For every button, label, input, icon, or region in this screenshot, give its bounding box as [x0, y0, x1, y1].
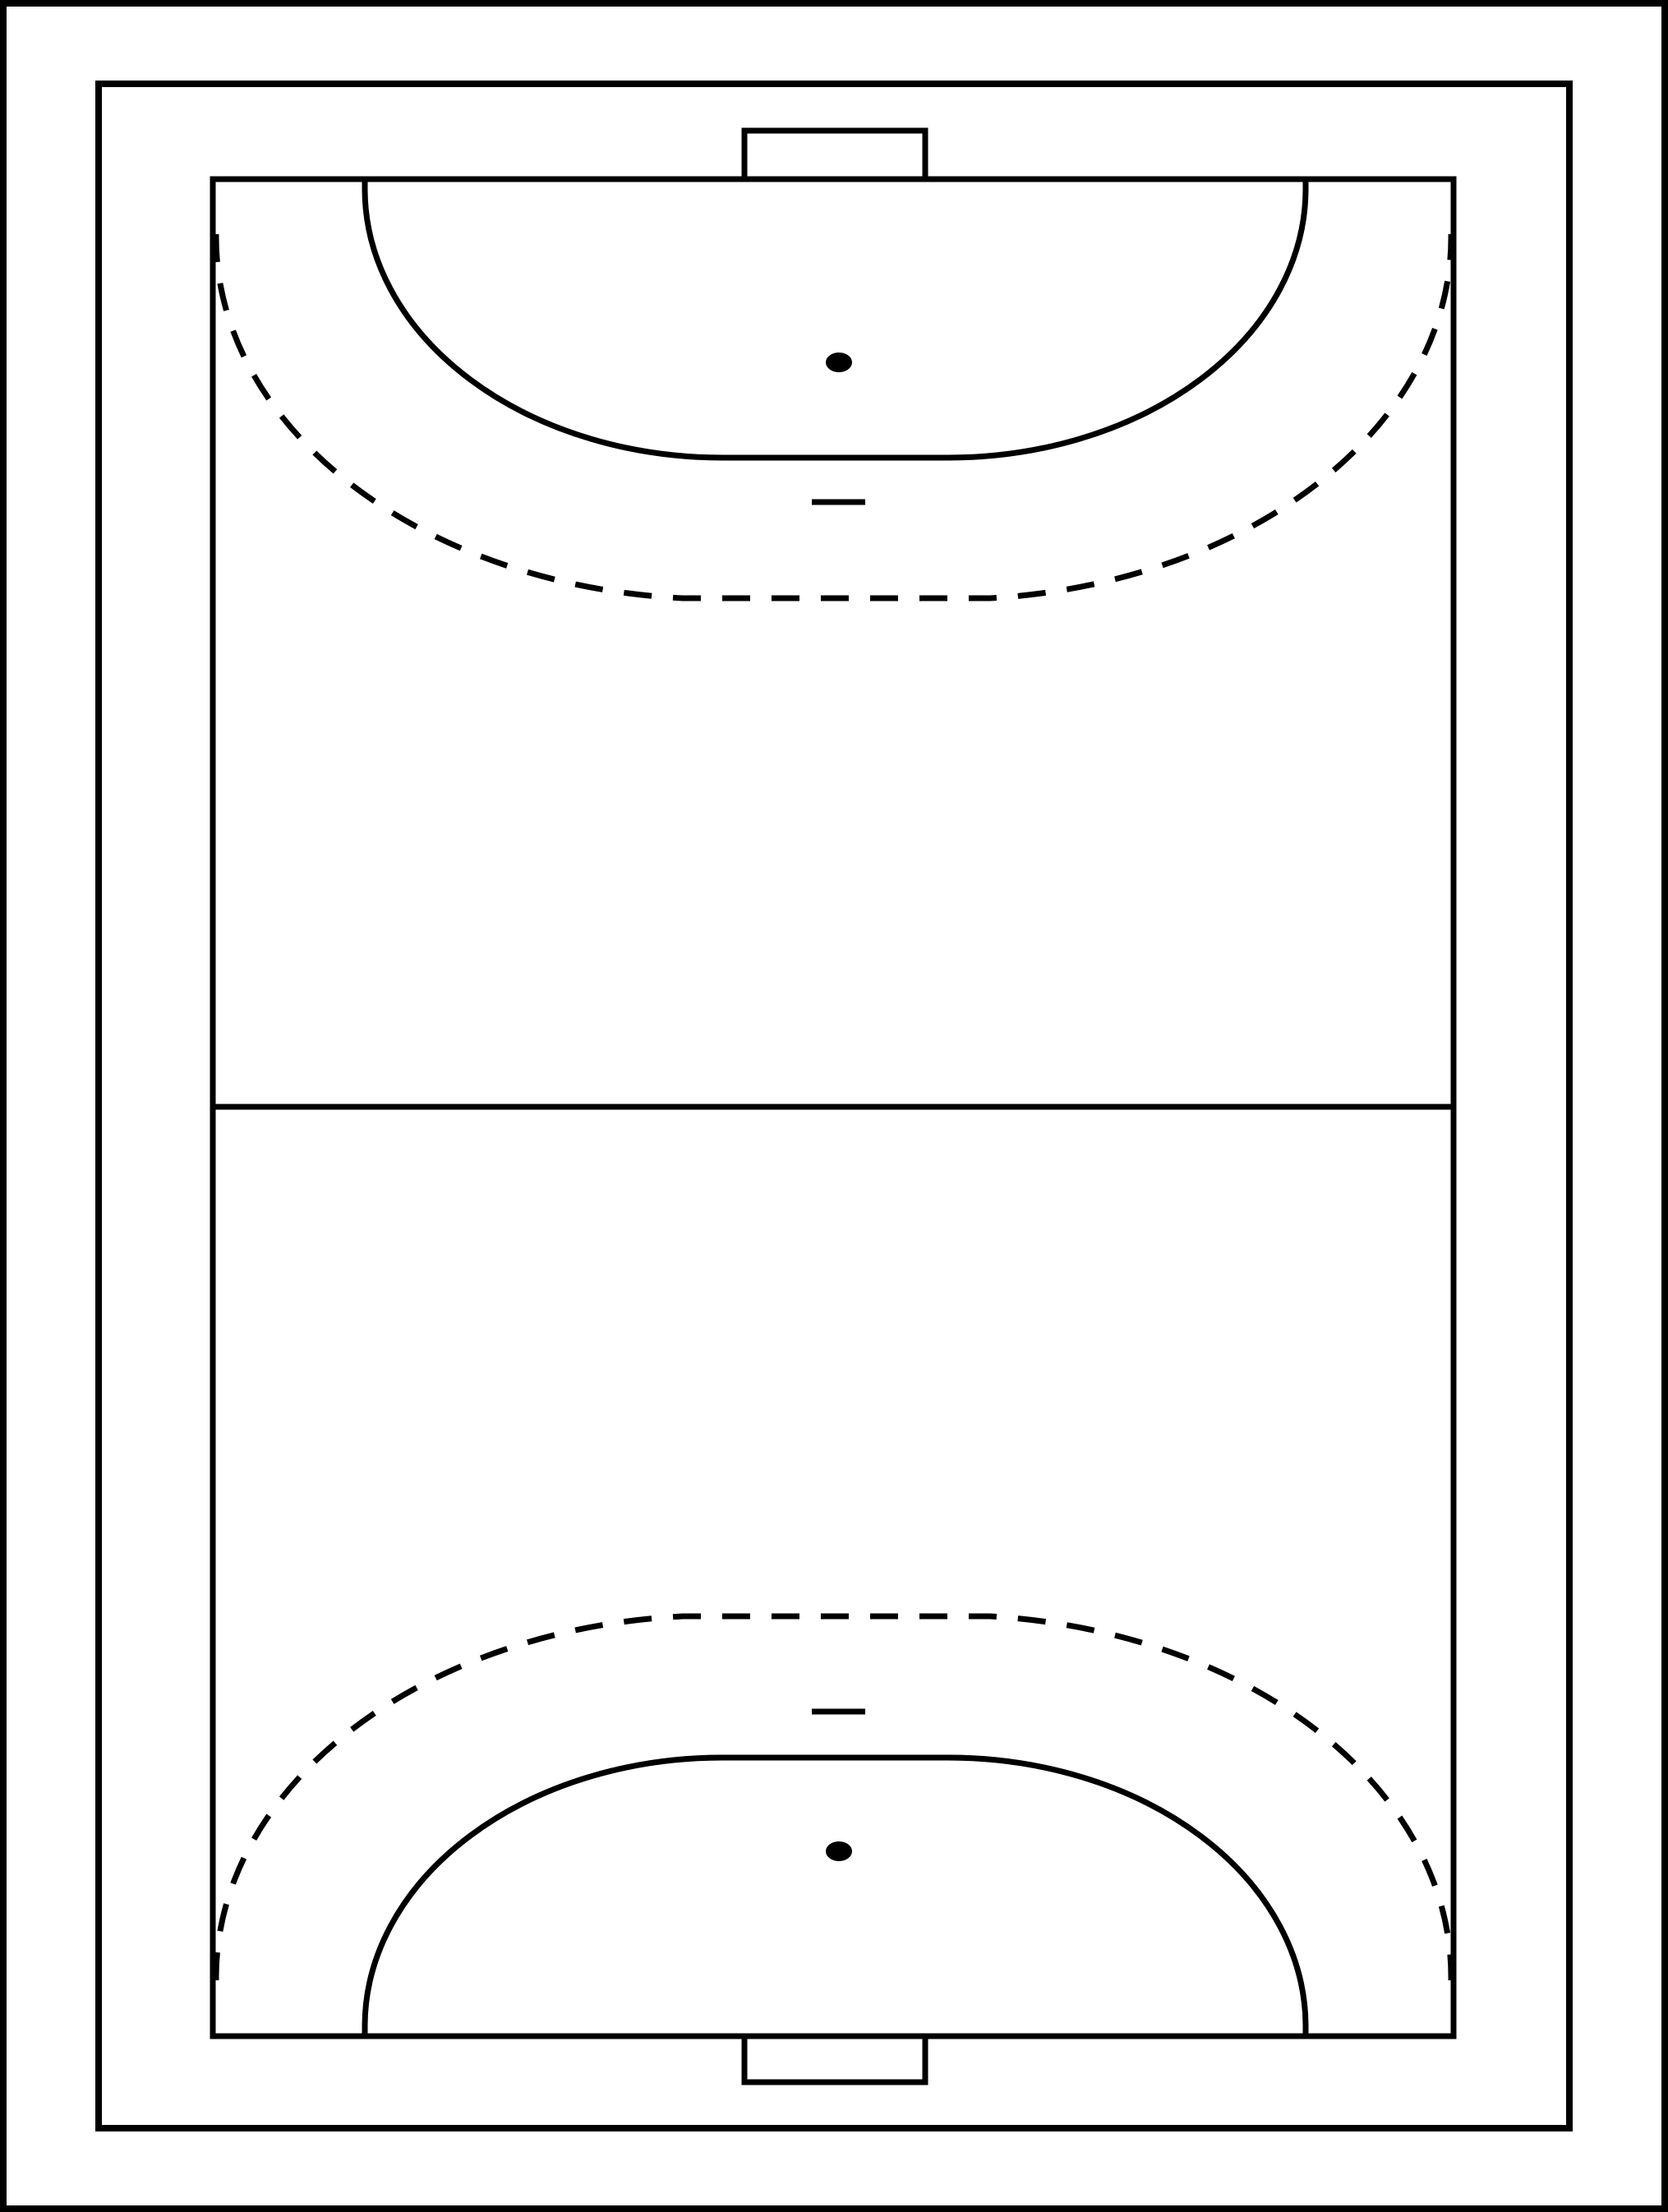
goalkeeper-limit-top [826, 353, 852, 372]
goalkeeper-limit-bottom [826, 1841, 852, 1861]
surround-boundary [95, 81, 1573, 2131]
goal-bottom [741, 2036, 928, 2085]
free-throw-line-top [213, 233, 1454, 601]
free-throw-line-bottom [213, 1613, 1454, 1981]
goal-area-bottom [362, 1754, 1309, 2036]
goal-top [741, 127, 928, 179]
goal-area-top [362, 179, 1309, 461]
